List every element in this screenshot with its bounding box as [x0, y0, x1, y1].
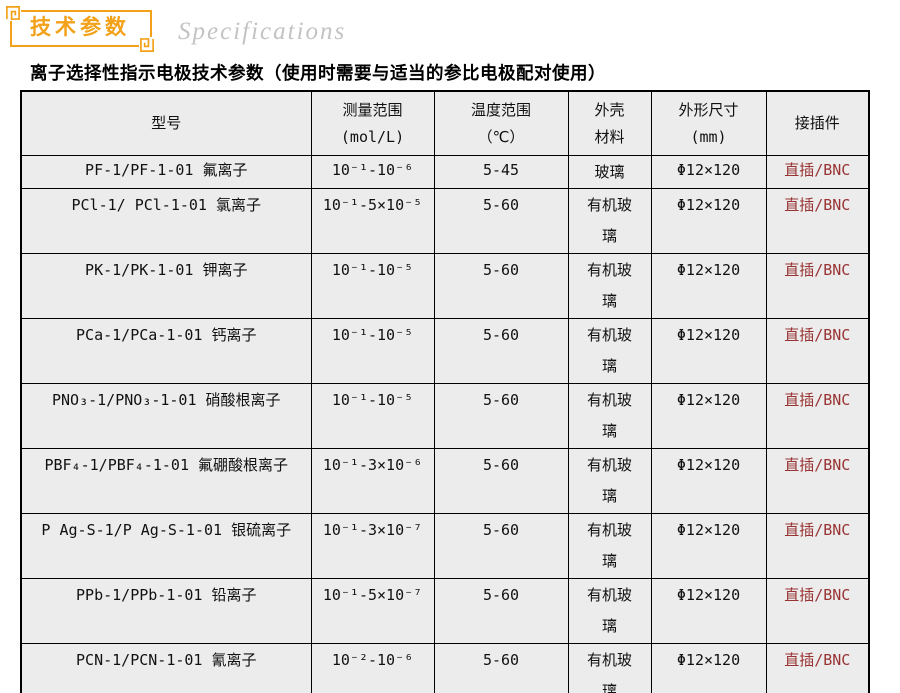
- model-cell: PCa-1/PCa-1-01 钙离子: [20, 318, 312, 384]
- range-cell: 10⁻²-10⁻⁶: [310, 643, 435, 693]
- connector-cell: 直插/BNC: [765, 155, 870, 189]
- table-row: PNO₃-1/PNO₃-1-01 硝酸根离子 10⁻¹-10⁻⁵ 5-60 有机…: [20, 383, 870, 449]
- col-header-size: 外形尺寸 (mm): [650, 90, 767, 156]
- section-badge: 技术参数: [4, 4, 156, 54]
- size-cell: Φ12×120: [650, 578, 767, 644]
- col-header-sub: 材料: [594, 127, 625, 146]
- material-cell: 有机玻璃: [567, 513, 652, 579]
- range-cell: 10⁻¹-3×10⁻⁶: [310, 448, 435, 514]
- table-row: PBF₄-1/PBF₄-1-01 氟硼酸根离子 10⁻¹-3×10⁻⁶ 5-60…: [20, 448, 870, 514]
- fret-ornament-icon: [4, 4, 21, 21]
- range-cell: 10⁻¹-10⁻⁵: [310, 318, 435, 384]
- size-cell: Φ12×120: [650, 383, 767, 449]
- col-header-connector: 接插件: [765, 90, 870, 156]
- col-header-material: 外壳 材料: [567, 90, 652, 156]
- size-cell: Φ12×120: [650, 155, 767, 189]
- temp-cell: 5-60: [433, 513, 569, 579]
- temp-cell: 5-60: [433, 318, 569, 384]
- connector-cell: 直插/BNC: [765, 318, 870, 384]
- connector-cell: 直插/BNC: [765, 513, 870, 579]
- model-cell: PBF₄-1/PBF₄-1-01 氟硼酸根离子: [20, 448, 312, 514]
- fret-ornament-icon: [139, 37, 156, 54]
- spec-table: 型号 测量范围 (mol/L) 温度范围 （℃） 外壳 材料 外形尺寸 (mm)…: [20, 90, 870, 693]
- material-cell: 有机玻璃: [567, 448, 652, 514]
- table-row: PCl-1/ PCl-1-01 氯离子 10⁻¹-5×10⁻⁵ 5-60 有机玻…: [20, 188, 870, 254]
- connector-cell: 直插/BNC: [765, 578, 870, 644]
- col-header-label: 测量范围: [342, 100, 403, 119]
- connector-cell: 直插/BNC: [765, 383, 870, 449]
- page-title: 离子选择性指示电极技术参数（使用时需要与适当的参比电极配对使用）: [30, 63, 606, 83]
- col-header-temp: 温度范围 （℃）: [433, 90, 569, 156]
- material-cell: 有机玻璃: [567, 643, 652, 693]
- range-cell: 10⁻¹-5×10⁻⁵: [310, 188, 435, 254]
- temp-cell: 5-60: [433, 253, 569, 319]
- connector-cell: 直插/BNC: [765, 448, 870, 514]
- section-subtitle: Specifications: [178, 18, 347, 45]
- connector-cell: 直插/BNC: [765, 643, 870, 693]
- temp-cell: 5-45: [433, 155, 569, 189]
- material-cell: 有机玻璃: [567, 318, 652, 384]
- temp-cell: 5-60: [433, 578, 569, 644]
- table-row: PPb-1/PPb-1-01 铅离子 10⁻¹-5×10⁻⁷ 5-60 有机玻璃…: [20, 578, 870, 644]
- col-header-sub: (mol/L): [340, 127, 405, 146]
- size-cell: Φ12×120: [650, 513, 767, 579]
- model-cell: PCN-1/PCN-1-01 氰离子: [20, 643, 312, 693]
- table-row: PCN-1/PCN-1-01 氰离子 10⁻²-10⁻⁶ 5-60 有机玻璃 Φ…: [20, 643, 870, 693]
- model-cell: P Ag-S-1/P Ag-S-1-01 银硫离子: [20, 513, 312, 579]
- range-cell: 10⁻¹-10⁻⁵: [310, 383, 435, 449]
- model-cell: PF-1/PF-1-01 氟离子: [20, 155, 312, 189]
- temp-cell: 5-60: [433, 448, 569, 514]
- table-row: PF-1/PF-1-01 氟离子 10⁻¹-10⁻⁶ 5-45 玻璃 Φ12×1…: [20, 155, 870, 189]
- header-row: 型号 测量范围 (mol/L) 温度范围 （℃） 外壳 材料 外形尺寸 (mm)…: [20, 90, 870, 156]
- material-cell: 有机玻璃: [567, 188, 652, 254]
- col-header-label: 接插件: [794, 114, 840, 132]
- col-header-model: 型号: [20, 90, 312, 156]
- table-row: P Ag-S-1/P Ag-S-1-01 银硫离子 10⁻¹-3×10⁻⁷ 5-…: [20, 513, 870, 579]
- material-cell: 有机玻璃: [567, 253, 652, 319]
- connector-cell: 直插/BNC: [765, 253, 870, 319]
- model-cell: PK-1/PK-1-01 钾离子: [20, 253, 312, 319]
- range-cell: 10⁻¹-10⁻⁵: [310, 253, 435, 319]
- connector-cell: 直插/BNC: [765, 188, 870, 254]
- temp-cell: 5-60: [433, 188, 569, 254]
- col-header-label: 温度范围: [470, 100, 531, 119]
- table-row: PK-1/PK-1-01 钾离子 10⁻¹-10⁻⁵ 5-60 有机玻璃 Φ12…: [20, 253, 870, 319]
- size-cell: Φ12×120: [650, 448, 767, 514]
- col-header-label: 型号: [151, 114, 182, 132]
- material-cell: 有机玻璃: [567, 578, 652, 644]
- section-header: 技术参数 Specifications: [4, 4, 900, 54]
- model-cell: PNO₃-1/PNO₃-1-01 硝酸根离子: [20, 383, 312, 449]
- col-header-sub: (mm): [690, 127, 727, 146]
- model-cell: PPb-1/PPb-1-01 铅离子: [20, 578, 312, 644]
- range-cell: 10⁻¹-10⁻⁶: [310, 155, 435, 189]
- temp-cell: 5-60: [433, 643, 569, 693]
- material-cell: 玻璃: [567, 155, 652, 189]
- col-header-label: 外形尺寸: [678, 100, 739, 119]
- model-cell: PCl-1/ PCl-1-01 氯离子: [20, 188, 312, 254]
- size-cell: Φ12×120: [650, 253, 767, 319]
- size-cell: Φ12×120: [650, 643, 767, 693]
- size-cell: Φ12×120: [650, 188, 767, 254]
- col-header-range: 测量范围 (mol/L): [310, 90, 435, 156]
- material-cell: 有机玻璃: [567, 383, 652, 449]
- size-cell: Φ12×120: [650, 318, 767, 384]
- temp-cell: 5-60: [433, 383, 569, 449]
- col-header-sub: （℃）: [477, 127, 525, 146]
- table-row: PCa-1/PCa-1-01 钙离子 10⁻¹-10⁻⁵ 5-60 有机玻璃 Φ…: [20, 318, 870, 384]
- col-header-label: 外壳: [594, 100, 625, 119]
- section-badge-label: 技术参数: [30, 16, 130, 39]
- range-cell: 10⁻¹-5×10⁻⁷: [310, 578, 435, 644]
- range-cell: 10⁻¹-3×10⁻⁷: [310, 513, 435, 579]
